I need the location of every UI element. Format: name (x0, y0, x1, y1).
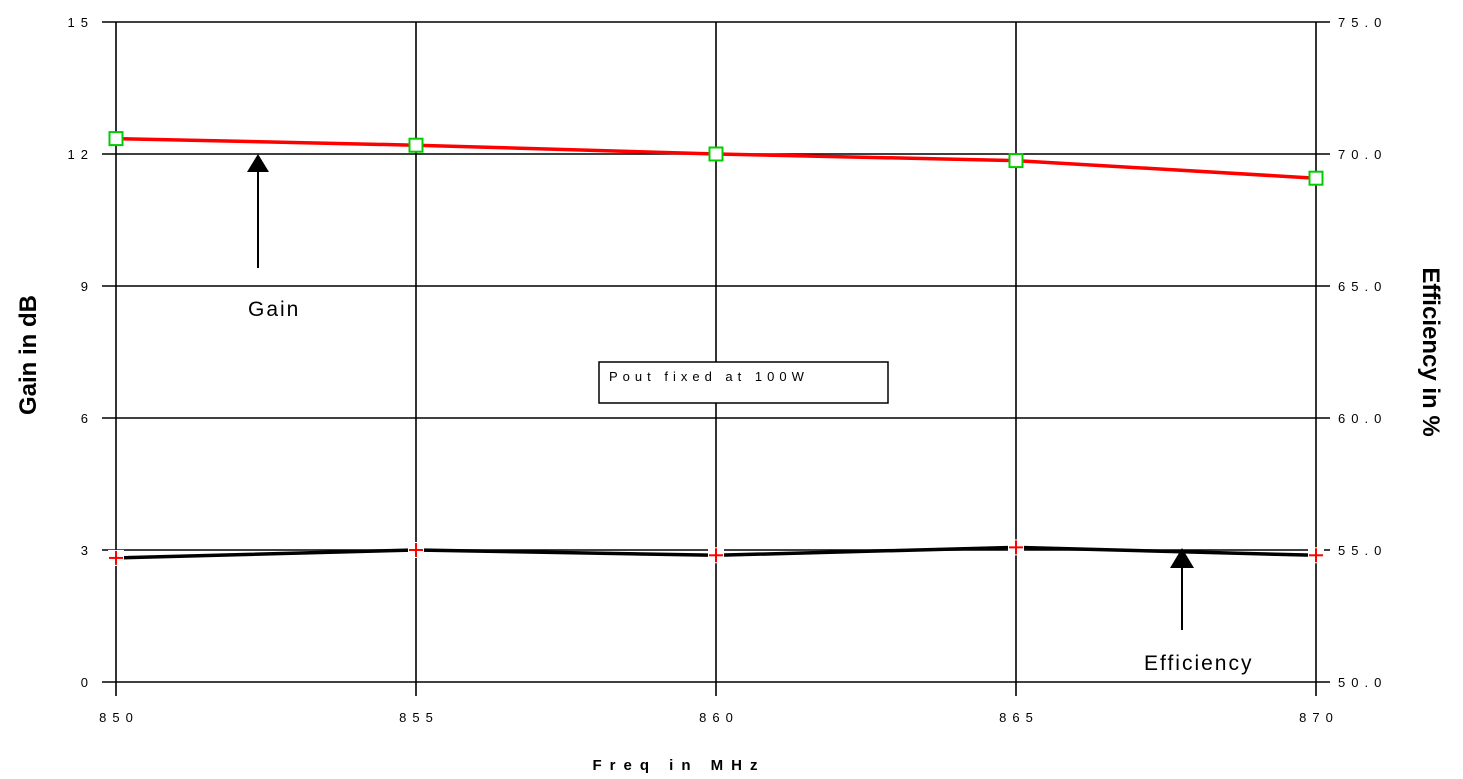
gain-point (108, 131, 124, 147)
efficiency-arrow-head (1170, 548, 1194, 568)
note-box: Pout fixed at 100W (598, 361, 889, 404)
gain-point (408, 137, 424, 153)
y-right-tick-label: 50.0 (1338, 675, 1387, 690)
efficiency-point (408, 542, 424, 558)
y-right-tick-label: 65.0 (1338, 279, 1387, 294)
y-left-tick-label: 0 (81, 675, 94, 690)
x-tick-label: 870 (1299, 710, 1339, 725)
x-tick-label: 850 (99, 710, 139, 725)
y-left-tick-label: 6 (81, 411, 94, 426)
y-right-tick-label: 75.0 (1338, 15, 1387, 30)
gain-point (708, 146, 724, 162)
series (108, 131, 1324, 566)
x-tick-label: 855 (399, 710, 439, 725)
x-axis-title: Freq in MHz (593, 757, 766, 774)
y-right-tick-label: 70.0 (1338, 147, 1387, 162)
grid (102, 21, 1330, 696)
gain-arrow-head (247, 154, 269, 172)
y-axis-right-title: Efficiency in % (1417, 267, 1444, 436)
y-right-tick-label: 55.0 (1338, 543, 1387, 558)
efficiency-point (1308, 547, 1324, 564)
x-tick-label: 860 (699, 710, 739, 725)
y-left-tick-label: 15 (68, 15, 94, 30)
efficiency-point (1008, 539, 1024, 556)
tick-labels: 0 50.0 3 55.0 6 60.0 9 65.0 12 70.0 15 75.0 850 855 86… (68, 15, 1387, 725)
gain-point (1308, 170, 1324, 186)
efficiency-label: Efficiency (1144, 652, 1254, 675)
gain-label: Gain (248, 298, 300, 321)
efficiency-point (108, 549, 124, 566)
gain-annotation: Gain (247, 154, 300, 321)
y-right-tick-label: 60.0 (1338, 411, 1387, 426)
y-left-tick-label: 3 (81, 543, 94, 558)
y-left-tick-label: 9 (81, 279, 94, 294)
gain-point (1008, 153, 1024, 169)
efficiency-annotation: Efficiency (1144, 548, 1254, 675)
x-tick-label: 865 (999, 710, 1039, 725)
y-left-tick-label: 12 (68, 147, 94, 162)
efficiency-point (708, 547, 724, 564)
y-axis-left-title: Gain in dB (15, 295, 42, 415)
note-box-frame (598, 361, 889, 404)
note-text: Pout fixed at 100W (609, 369, 809, 384)
